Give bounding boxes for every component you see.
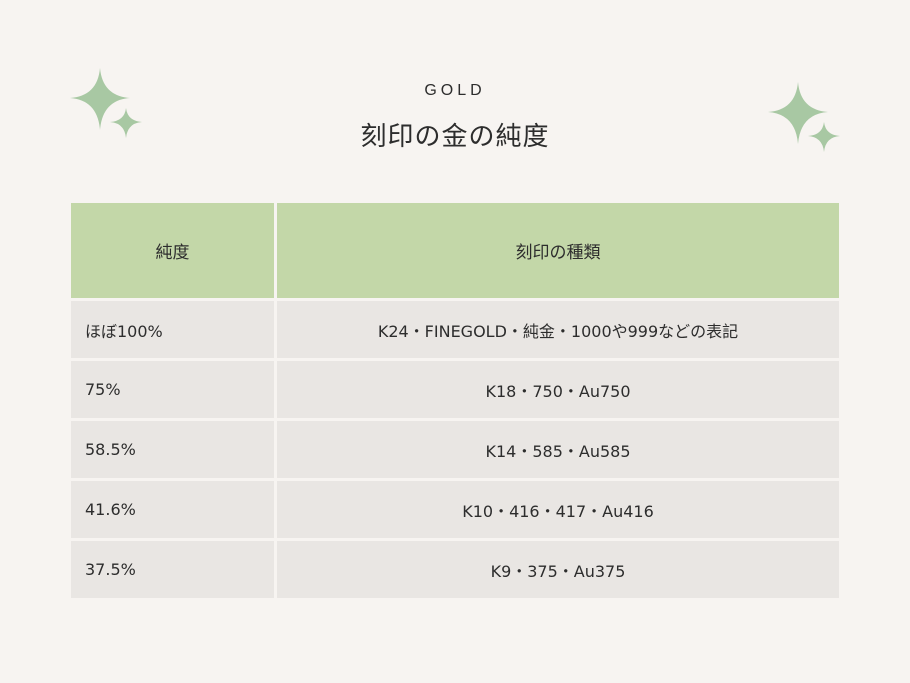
eyebrow-label: GOLD: [424, 82, 486, 99]
table-cell-purity: 58.5%: [71, 421, 274, 478]
sparkle-small-star: [110, 108, 142, 138]
table-cell-stamp: K18・750・Au750: [277, 361, 839, 418]
table-cell-purity: 75%: [71, 361, 274, 418]
sparkle-large-star: [768, 82, 828, 144]
purity-table: 純度 刻印の種類 ほぼ100% K24・FINEGOLD・純金・1000や999…: [71, 203, 839, 598]
sparkle-icon-left: [70, 68, 142, 138]
column-header-purity: 純度: [71, 203, 274, 298]
page-title: 刻印の金の純度: [360, 122, 550, 152]
table-cell-stamp: K14・585・Au585: [277, 421, 839, 478]
column-header-stamp-type: 刻印の種類: [277, 203, 839, 298]
sparkle-icon-right: [768, 82, 840, 152]
table-cell-stamp: K9・375・Au375: [277, 541, 839, 598]
sparkle-large-star: [70, 68, 130, 130]
table-cell-stamp: K24・FINEGOLD・純金・1000や999などの表記: [277, 301, 839, 358]
sparkle-small-star: [808, 122, 840, 152]
table-cell-purity: 41.6%: [71, 481, 274, 538]
table-cell-purity: 37.5%: [71, 541, 274, 598]
table-cell-purity: ほぼ100%: [71, 301, 274, 358]
table-cell-stamp: K10・416・417・Au416: [277, 481, 839, 538]
